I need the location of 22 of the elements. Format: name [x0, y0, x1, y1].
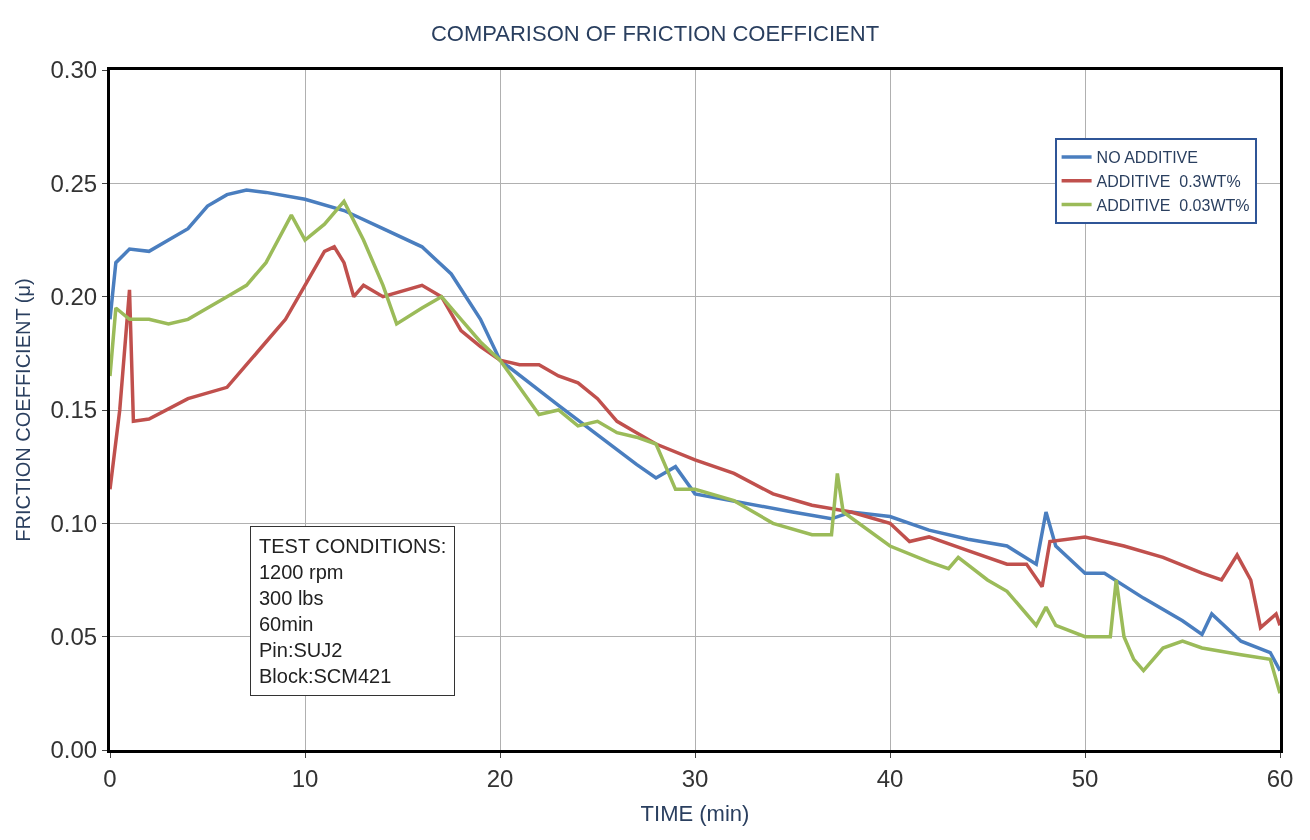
y-tick-label: 0.15 — [50, 396, 98, 424]
y-tick-label: 0.10 — [50, 509, 98, 537]
x-tick-label: 60 — [1266, 764, 1294, 792]
y-tick-label: 0.20 — [50, 283, 98, 311]
x-tick-label: 20 — [486, 764, 514, 792]
annotation: TEST CONDITIONS: 1200 rpm 300 lbs 60min Pin:SUJ2 Block:SCM421 — [259, 535, 447, 687]
y-tick-label: 0.25 — [50, 169, 98, 197]
line-series — [110, 245, 1280, 630]
x-tick-label: 50 — [1071, 764, 1099, 792]
chart-title: COMPARISON OF FRICTION COEFFICIENT — [430, 20, 880, 46]
y-tick-label: 0.05 — [50, 623, 98, 651]
x-tick-label: 30 — [681, 764, 709, 792]
y-tick-label: 0.00 — [50, 736, 98, 764]
legend-label: NO ADDITIVE — [1096, 149, 1198, 167]
legend-label: ADDITIVE 0.03WT% — [1096, 196, 1250, 214]
legend-label: ADDITIVE 0.3WT% — [1096, 172, 1241, 190]
x-tick-label: 40 — [876, 764, 904, 792]
x-axis-title: TIME (min) — [640, 800, 750, 826]
y-axis-title: FRICTION COEFFICIENT (μ) — [11, 278, 34, 542]
x-tick-label: 0 — [103, 764, 117, 792]
x-tick-label: 10 — [291, 764, 319, 792]
y-tick-label: 0.30 — [50, 56, 98, 84]
